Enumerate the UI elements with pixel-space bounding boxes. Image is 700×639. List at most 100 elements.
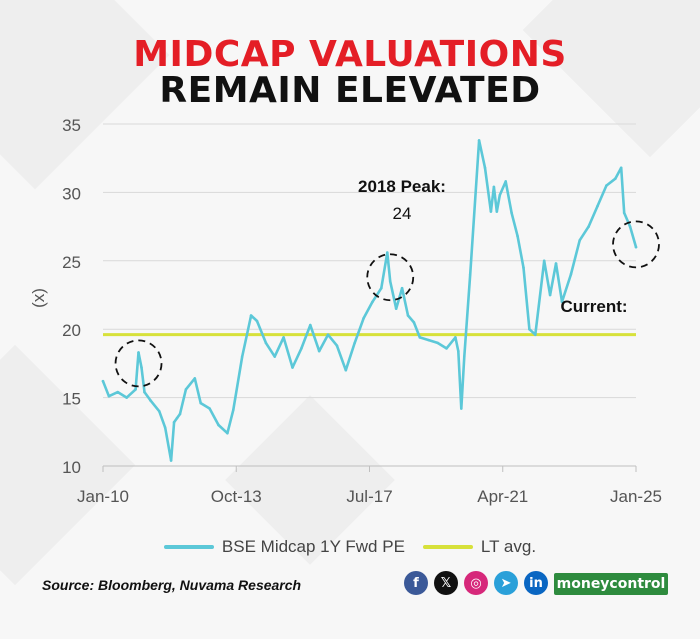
- data-point: [371, 300, 374, 304]
- data-point: [495, 210, 499, 213]
- data-point: [291, 366, 294, 369]
- y-tick-label: 30: [62, 184, 81, 203]
- data-point: [264, 341, 268, 345]
- x-icon[interactable]: 𝕏: [434, 571, 458, 595]
- data-point: [622, 211, 626, 215]
- data-point: [427, 338, 431, 342]
- data-point: [477, 139, 481, 142]
- data-point: [578, 238, 582, 242]
- series-layer: [101, 139, 638, 462]
- data-point: [454, 336, 457, 339]
- data-point: [344, 368, 348, 372]
- x-tick-label: Apr-21: [477, 487, 528, 506]
- legend-item-pe: BSE Midcap 1Y Fwd PE: [163, 537, 405, 557]
- data-point: [388, 280, 392, 283]
- data-point: [380, 286, 383, 290]
- brand-logo: moneycontrol: [554, 573, 668, 595]
- data-point: [406, 314, 410, 317]
- data-point: [308, 323, 312, 327]
- legend-swatch-lt-avg: [422, 545, 473, 549]
- data-point: [385, 251, 389, 254]
- data-point: [282, 336, 285, 339]
- data-point: [184, 388, 188, 391]
- data-point: [605, 184, 608, 187]
- data-point: [516, 234, 519, 238]
- legend-label-pe: BSE Midcap 1Y Fwd PE: [221, 537, 405, 556]
- legend-item-lt-avg: LT avg.: [422, 537, 536, 557]
- y-tick-label: 20: [62, 321, 81, 340]
- data-point: [613, 177, 617, 181]
- data-point: [542, 259, 546, 263]
- data-point: [548, 293, 552, 297]
- data-point: [353, 341, 356, 345]
- data-point: [459, 407, 463, 410]
- y-tick-label: 10: [62, 458, 81, 477]
- x-tick-label: Oct-13: [211, 487, 262, 506]
- data-point: [492, 185, 496, 189]
- highlight-circle: [114, 339, 163, 388]
- x-axis: Jan-10 Oct-13 Jul-17 Apr-21 Jan-25: [77, 465, 662, 506]
- data-point: [231, 408, 235, 412]
- data-point: [528, 327, 531, 331]
- x-tick-label: Jan-25: [610, 487, 662, 506]
- instagram-icon[interactable]: ◎: [464, 571, 488, 595]
- legend: BSE Midcap 1Y Fwd PE LT avg.: [0, 537, 700, 557]
- data-point: [134, 388, 137, 391]
- annotation-peak-value: 24: [393, 204, 412, 223]
- data-point: [445, 347, 448, 350]
- data-point: [569, 273, 573, 276]
- data-point: [412, 321, 416, 324]
- data-point: [418, 336, 422, 339]
- annotations: 2018 Peak: 24 Current:: [114, 177, 660, 388]
- x-tick-label: Jan-10: [77, 487, 129, 506]
- data-point: [510, 211, 513, 215]
- data-point: [498, 193, 502, 197]
- chart-subtitle: REMAIN ELEVATED: [159, 70, 541, 111]
- data-point: [226, 431, 229, 435]
- data-point: [619, 166, 623, 170]
- y-axis: 10 15 20 25 30 35: [62, 116, 81, 477]
- data-point: [172, 420, 176, 424]
- data-point: [554, 262, 558, 265]
- data-point: [140, 366, 143, 369]
- data-point: [436, 341, 439, 345]
- data-point: [457, 349, 460, 353]
- data-point: [178, 412, 182, 416]
- highlight-circle: [612, 220, 660, 269]
- data-point: [534, 333, 537, 336]
- data-point: [489, 210, 493, 213]
- data-point: [522, 266, 525, 269]
- data-point: [504, 180, 508, 183]
- data-point: [483, 166, 487, 170]
- annotation-current-label: Current:: [560, 297, 627, 316]
- data-point: [300, 347, 303, 350]
- data-point: [101, 379, 105, 383]
- data-point: [628, 225, 632, 228]
- x-tick-label: Jul-17: [346, 487, 392, 506]
- y-tick-label: 35: [62, 116, 81, 135]
- data-point: [634, 245, 638, 249]
- source-note: Source: Bloomberg, Nuvama Research: [42, 577, 302, 593]
- data-point: [169, 459, 173, 462]
- data-point: [240, 355, 244, 358]
- data-point: [163, 426, 167, 429]
- data-point: [199, 401, 203, 405]
- facebook-icon[interactable]: f: [404, 571, 428, 595]
- data-point: [143, 390, 146, 394]
- telegram-icon[interactable]: ➤: [494, 571, 518, 595]
- data-point: [317, 349, 321, 353]
- data-point: [362, 316, 365, 320]
- data-point: [462, 355, 466, 358]
- y-tick-label: 15: [62, 390, 81, 409]
- chart-title: MIDCAP VALUATIONS: [133, 34, 567, 75]
- highlight-circle: [366, 253, 415, 302]
- data-point: [249, 314, 253, 317]
- linkedin-icon[interactable]: in: [524, 571, 548, 595]
- data-point: [326, 333, 330, 336]
- data-point: [468, 273, 472, 276]
- social-icons: f 𝕏 ◎ ➤ in: [404, 571, 548, 595]
- data-point: [217, 423, 220, 427]
- data-point: [107, 394, 111, 398]
- data-point: [596, 204, 599, 208]
